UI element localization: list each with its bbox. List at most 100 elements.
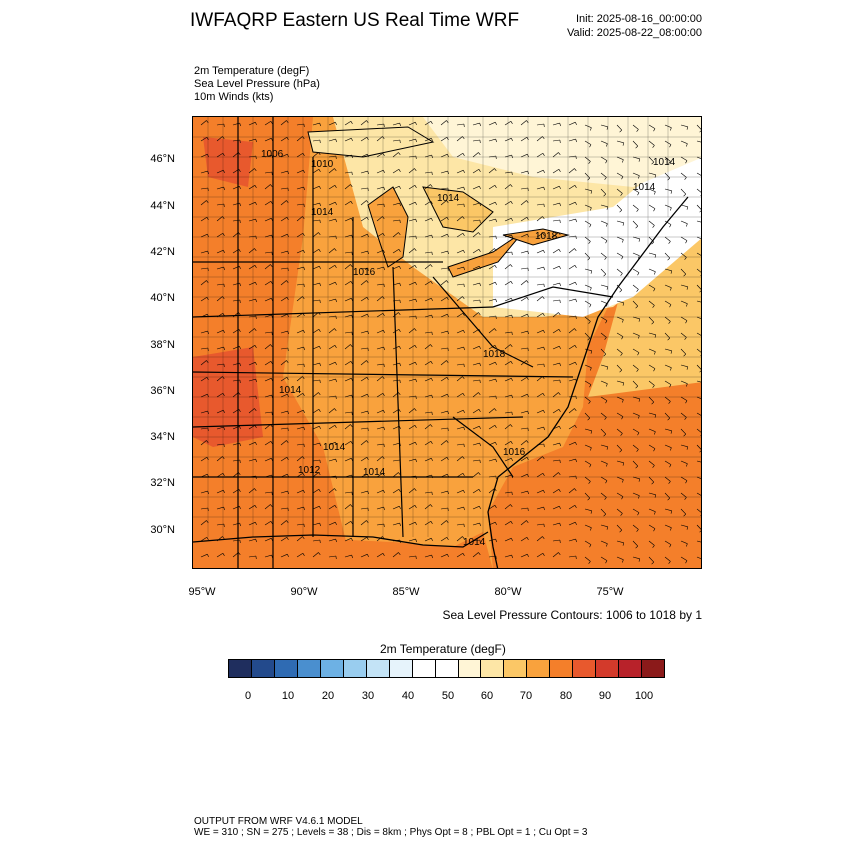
wind-barb (696, 492, 701, 496)
contour-label: 1014 (311, 207, 334, 218)
wind-barb (440, 267, 448, 270)
wind-barb (408, 185, 416, 190)
wind-barb (216, 283, 224, 286)
wind-barb-flag (463, 410, 465, 414)
wind-barb (344, 297, 352, 302)
wind-barb (408, 248, 415, 254)
wind-barb (376, 249, 384, 254)
wind-barb (600, 348, 607, 355)
wind-barb-flag (350, 184, 353, 187)
wind-barb-flag (287, 331, 289, 335)
wind-barb-flag (685, 400, 688, 404)
wind-barb-flag (686, 463, 688, 467)
wind-barb-flag (606, 126, 609, 130)
wind-barb (584, 348, 592, 352)
wind-barb-flag (286, 280, 289, 283)
wind-barb-flag (463, 250, 465, 254)
wind-barb-flag (318, 392, 321, 395)
wind-barb-flag (621, 416, 624, 420)
wind-barb (264, 411, 272, 414)
wind-barb (552, 202, 560, 206)
wind-barb-flag (604, 337, 607, 340)
wind-barb-flag (700, 274, 701, 276)
wind-barb (696, 188, 701, 193)
wind-barb-flag (382, 473, 385, 476)
wind-barb-flag (510, 441, 513, 444)
wind-barb-flag (603, 513, 607, 517)
colorbar-cell (550, 660, 574, 677)
wind-barb (600, 220, 608, 224)
wind-barb (280, 217, 288, 222)
wind-barb (472, 265, 480, 270)
wind-barb-flag (254, 505, 257, 508)
wind-barb-flag (621, 336, 624, 340)
wind-barb-flag (286, 457, 289, 460)
wind-barb (200, 250, 208, 254)
colorbar-tick: 90 (598, 690, 612, 702)
wind-barb-flag (254, 328, 257, 331)
wind-barb-flag (334, 328, 337, 331)
wind-barb (216, 136, 223, 142)
wind-barb-flag (431, 315, 433, 319)
wind-barb-flag (303, 410, 305, 414)
wind-barb-flag (589, 384, 592, 388)
wind-barb-flag (606, 366, 609, 370)
wind-barb-flag (238, 329, 241, 332)
wind-barb-flag (383, 330, 385, 334)
wind-barb (216, 489, 224, 494)
wind-barb-flag (335, 139, 337, 143)
wind-barb (232, 409, 240, 414)
wind-barb (504, 521, 512, 526)
wind-barb-flag (686, 366, 689, 370)
wind-barb-flag (415, 219, 417, 223)
wind-barb (648, 172, 656, 176)
wind-barb (584, 268, 592, 272)
wind-barb-flag (207, 251, 209, 255)
wind-barb-flag (686, 286, 689, 290)
wind-barb-flag (668, 241, 671, 244)
wind-barb (488, 315, 496, 318)
wind-barb-flag (635, 305, 639, 309)
wind-barb-flag (255, 122, 257, 126)
wind-barb (680, 348, 687, 355)
wind-barb-flag (383, 170, 385, 174)
wind-barb (392, 232, 399, 238)
wind-barb (376, 313, 384, 318)
wind-barb-flag (527, 171, 529, 175)
wind-barb-flag (606, 143, 608, 147)
wind-barb-flag (350, 504, 353, 507)
wind-barb (680, 460, 688, 464)
wind-barb-flag (335, 442, 337, 446)
wind-barb-flag (542, 153, 545, 156)
wind-barb-flag (223, 330, 225, 334)
wind-barb (248, 425, 256, 430)
wind-barb (552, 409, 560, 414)
wind-barb (504, 184, 511, 190)
wind-barb-flag (430, 424, 433, 427)
wind-barb (248, 521, 256, 526)
wind-barb (600, 268, 607, 275)
wind-barb (328, 538, 336, 542)
wind-barb (344, 474, 352, 478)
wind-barb-flag (222, 296, 225, 299)
wind-barb (504, 297, 512, 302)
wind-barb-flag (463, 187, 465, 191)
wind-barb-flag (654, 334, 657, 338)
wind-barb-flag (270, 504, 273, 507)
init-time: Init: 2025-08-16_00:00:00 (576, 13, 702, 25)
wind-barb-flag (350, 441, 353, 444)
wind-barb-flag (350, 201, 353, 204)
wind-barb-flag (668, 561, 671, 564)
wind-barb (584, 204, 592, 208)
wind-barb (376, 553, 384, 558)
wind-barb (232, 232, 239, 238)
wind-barb-flag (462, 553, 465, 556)
wind-barb (328, 345, 336, 350)
wind-barb (696, 156, 701, 160)
wind-barb-flag (462, 456, 465, 459)
wind-barb (600, 252, 607, 258)
wind-barb (392, 152, 399, 158)
wind-barb-flag (575, 379, 577, 383)
wind-barb (568, 138, 576, 142)
wind-barb-flag (494, 505, 497, 508)
